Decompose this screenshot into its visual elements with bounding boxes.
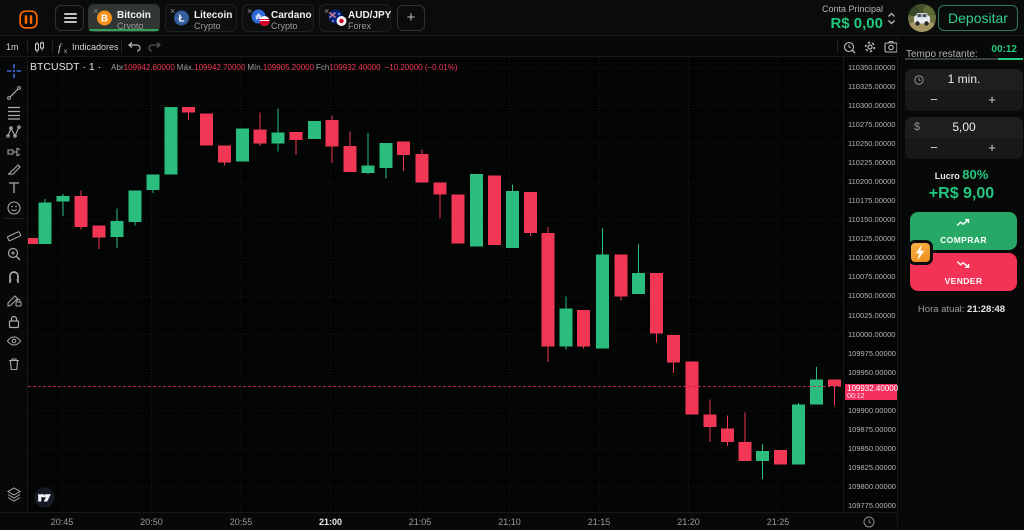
svg-text:B: B [101, 13, 108, 24]
svg-text:Ł: Ł [179, 13, 185, 24]
svg-text:₳: ₳ [256, 13, 262, 22]
svg-text:f: f [58, 42, 63, 54]
svg-text:x: x [64, 49, 67, 54]
